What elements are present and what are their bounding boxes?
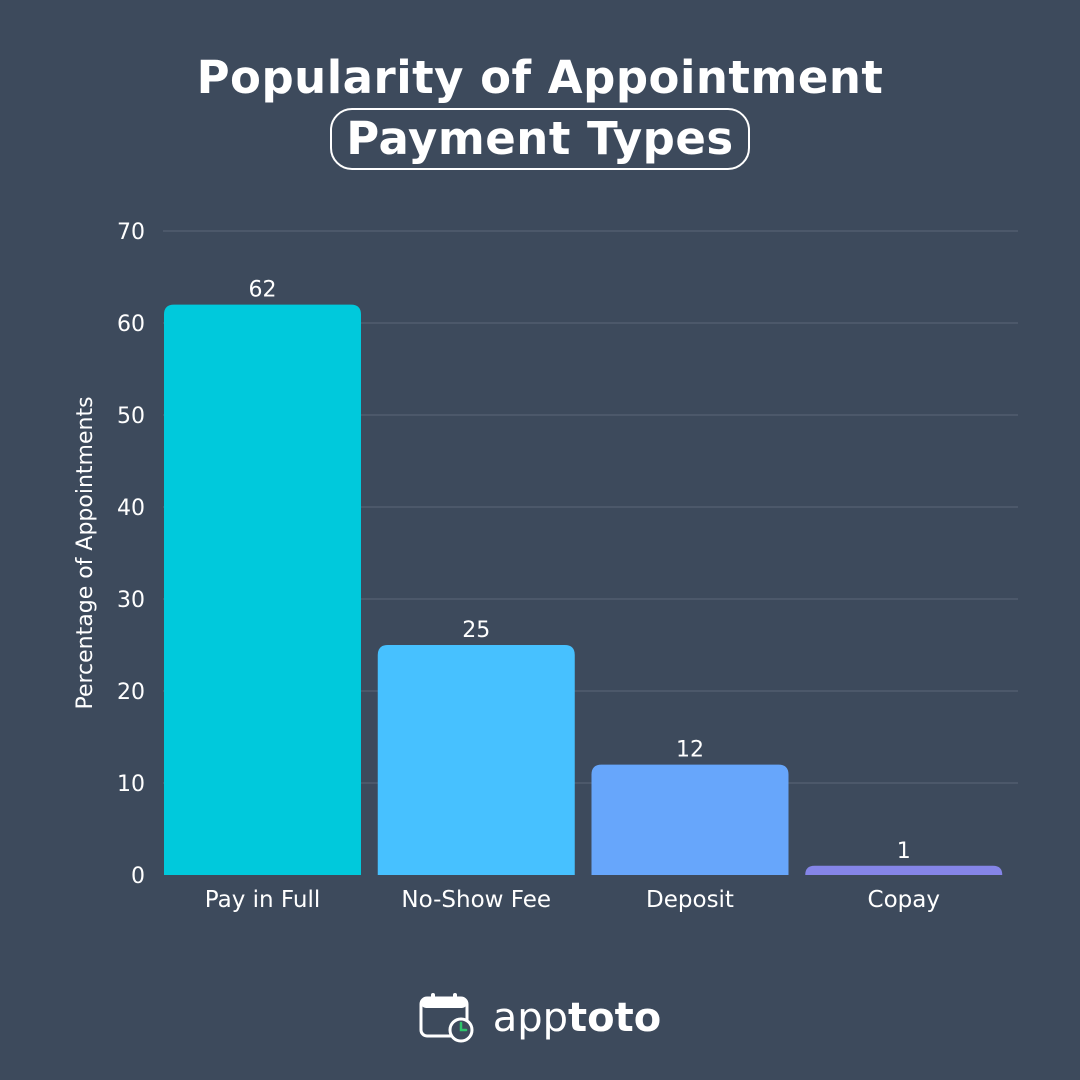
x-tick-label: Pay in Full (205, 887, 320, 913)
bars (164, 304, 1003, 876)
data-label: 1 (897, 839, 911, 864)
chart-title-line2-pill: Payment Types (330, 108, 750, 170)
y-tick-label: 20 (117, 680, 145, 705)
y-tick-label: 0 (131, 864, 145, 889)
y-tick-label: 50 (117, 404, 145, 429)
y-tick-label: 70 (117, 220, 145, 245)
calendar-clock-icon (419, 993, 474, 1043)
data-label: 12 (676, 738, 704, 763)
bar-copay (805, 865, 1003, 875)
brand-name-bold: toto (568, 995, 662, 1041)
x-tick-label: No-Show Fee (401, 887, 551, 913)
brand-wordmark: app toto (493, 993, 662, 1043)
y-axis-ticks: 0 10 20 30 40 50 60 70 (117, 220, 145, 889)
x-tick-label: Copay (868, 887, 940, 913)
y-axis-label: Percentage of Appointments (73, 396, 98, 709)
data-labels: 62 25 12 1 (249, 278, 911, 864)
x-tick-label: Deposit (646, 887, 734, 913)
x-axis-ticks: Pay in Full No-Show Fee Deposit Copay (205, 887, 940, 913)
y-tick-label: 60 (117, 312, 145, 337)
data-label: 25 (462, 618, 490, 643)
y-tick-label: 40 (117, 496, 145, 521)
y-tick-label: 30 (117, 588, 145, 613)
brand-name-light: app (492, 995, 569, 1041)
chart-title-line1: Popularity of Appointment (196, 51, 884, 104)
data-label: 62 (249, 278, 277, 303)
chart-title: Popularity of Appointment Payment Types (0, 50, 1080, 170)
footer-brand: app toto (0, 988, 1080, 1048)
bar-deposit (591, 764, 789, 875)
y-tick-label: 10 (117, 772, 145, 797)
bar-no-show-fee (377, 645, 575, 875)
bar-pay-in-full (164, 304, 361, 876)
